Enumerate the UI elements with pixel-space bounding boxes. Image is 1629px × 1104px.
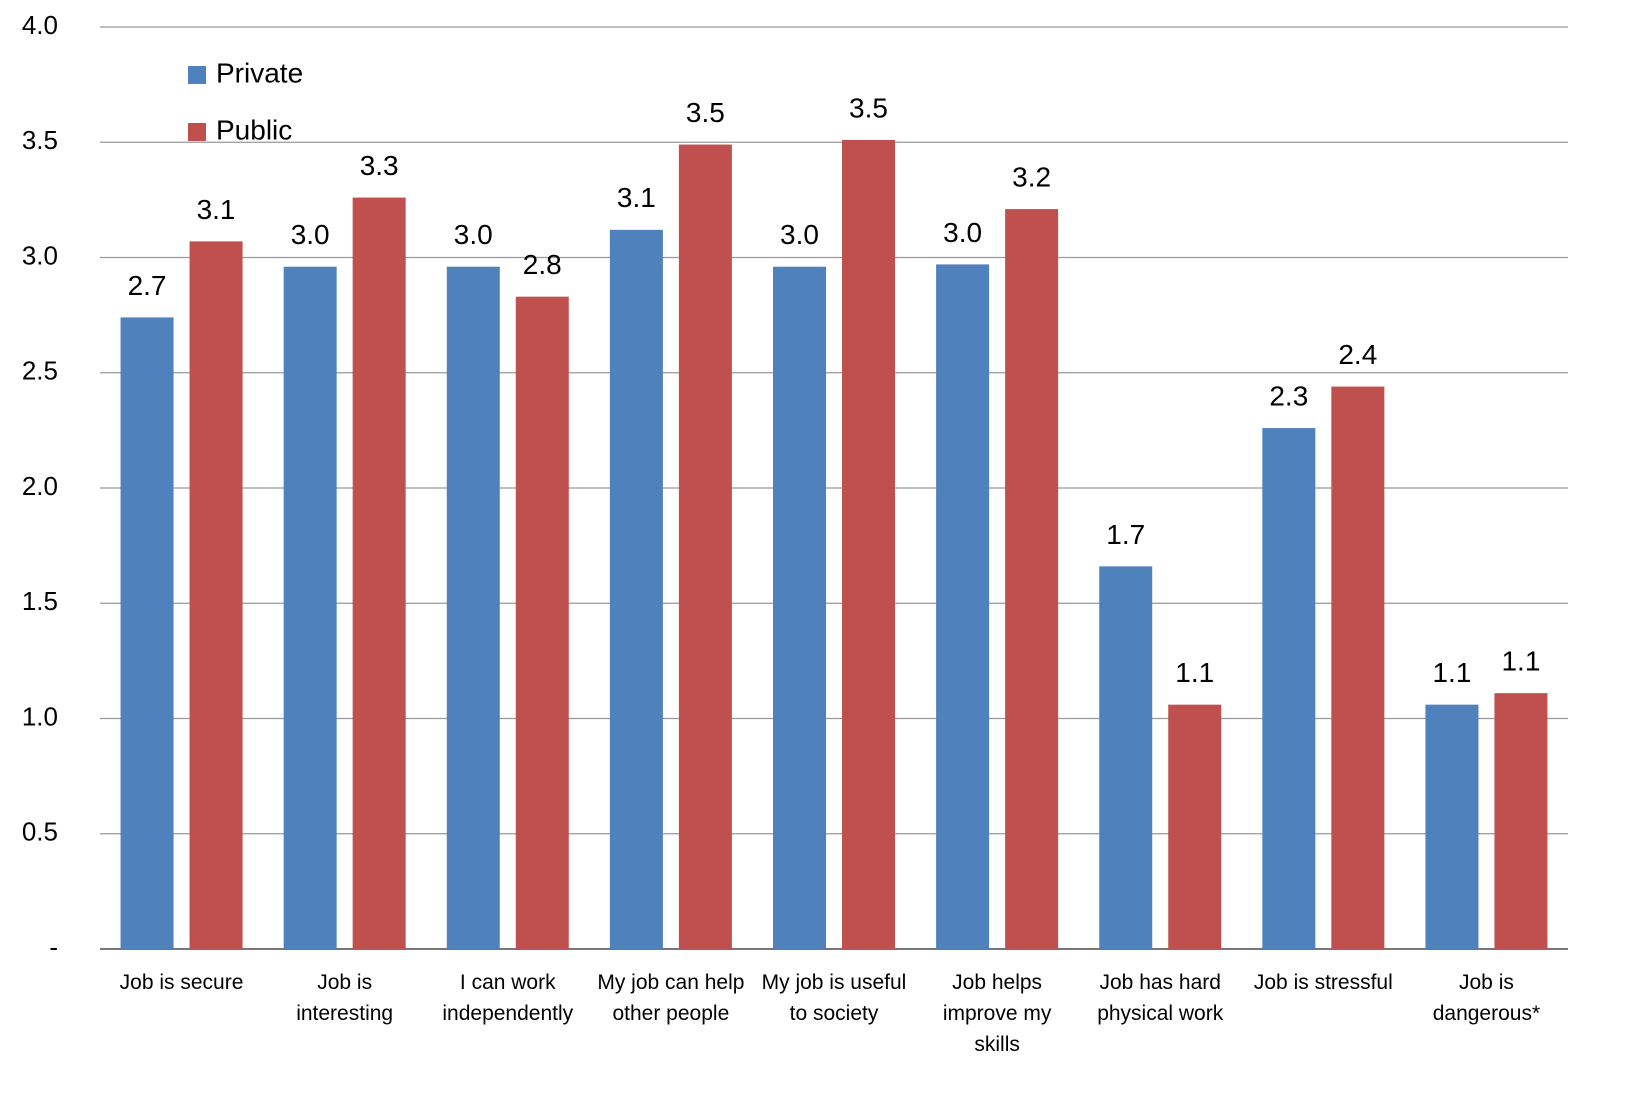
bar xyxy=(189,241,243,950)
y-tick-label: 4.0 xyxy=(22,10,58,40)
value-label: 3.1 xyxy=(617,182,656,213)
bar xyxy=(1099,566,1153,949)
y-tick-label: 3.5 xyxy=(22,125,58,155)
bar xyxy=(120,317,174,949)
bar xyxy=(446,266,500,950)
x-tick-label: My job is useful to society xyxy=(761,971,907,1025)
legend-label: Private xyxy=(216,57,303,88)
legend-label: Public xyxy=(216,114,292,145)
y-tick-label: 1.5 xyxy=(22,586,58,616)
value-label: 3.0 xyxy=(780,219,819,250)
bar xyxy=(773,266,826,950)
x-tick-label: Job is secure xyxy=(119,971,244,994)
bar xyxy=(1168,704,1222,949)
value-label: 1.1 xyxy=(1432,657,1471,688)
bar xyxy=(283,266,337,950)
bar xyxy=(678,144,732,949)
bar xyxy=(842,139,895,949)
value-label: 3.3 xyxy=(360,150,399,181)
y-tick-label: 1.0 xyxy=(22,701,58,731)
bar xyxy=(1425,704,1479,949)
x-tick-label: I can work independently xyxy=(442,971,574,1025)
y-tick-label: 2.0 xyxy=(22,471,58,501)
value-label: 3.0 xyxy=(943,217,982,248)
value-label: 2.3 xyxy=(1269,380,1308,411)
bar xyxy=(1005,209,1059,950)
value-label: 2.4 xyxy=(1338,339,1377,370)
y-tick-label: 0.5 xyxy=(22,817,58,847)
value-label: 1.1 xyxy=(1501,646,1540,677)
x-tick-label: Job has hard physical work xyxy=(1097,971,1224,1025)
y-tick-label: - xyxy=(49,932,58,962)
value-label: 3.0 xyxy=(454,219,493,250)
value-label: 3.2 xyxy=(1012,161,1051,192)
bar xyxy=(936,264,990,949)
bar xyxy=(352,197,406,949)
x-tick-label: Job helps improve my skills xyxy=(942,971,1052,1056)
legend-swatch xyxy=(188,66,206,84)
x-tick-label: Job is stressful xyxy=(1253,971,1393,994)
value-label: 2.7 xyxy=(128,270,167,301)
x-tick-label: Job is interesting xyxy=(296,971,394,1025)
bar xyxy=(515,296,569,949)
y-tick-label: 2.5 xyxy=(22,356,58,386)
value-label: 3.0 xyxy=(291,219,330,250)
value-label: 2.8 xyxy=(523,249,562,280)
value-label: 3.5 xyxy=(849,92,888,123)
bar xyxy=(609,229,663,950)
legend-swatch xyxy=(188,123,206,141)
bar xyxy=(1262,428,1316,949)
bar xyxy=(1331,386,1385,950)
value-label: 1.1 xyxy=(1175,657,1214,688)
x-tick-label: My job can help other people xyxy=(597,971,745,1025)
bar xyxy=(1494,693,1548,949)
x-tick-label: Job is dangerous* xyxy=(1432,971,1541,1025)
value-label: 3.5 xyxy=(686,97,725,128)
y-tick-label: 3.0 xyxy=(22,240,58,270)
value-label: 1.7 xyxy=(1106,519,1145,550)
value-label: 3.1 xyxy=(197,194,236,225)
